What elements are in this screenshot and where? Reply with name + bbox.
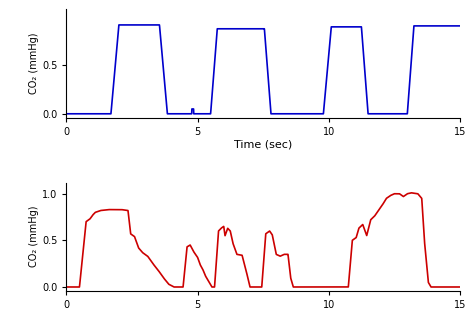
X-axis label: Time (sec): Time (sec)	[234, 139, 292, 149]
Y-axis label: CO₂ (mmHg): CO₂ (mmHg)	[29, 33, 39, 94]
Y-axis label: CO₂ (mmHg): CO₂ (mmHg)	[29, 206, 39, 267]
